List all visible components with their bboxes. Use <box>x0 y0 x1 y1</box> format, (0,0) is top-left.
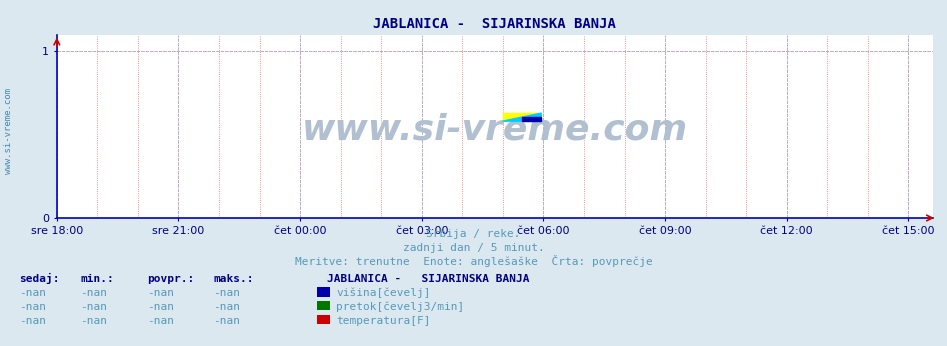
Text: -nan: -nan <box>147 288 174 298</box>
Polygon shape <box>503 113 542 121</box>
Text: povpr.:: povpr.: <box>147 274 194 284</box>
Text: sedaj:: sedaj: <box>19 273 60 284</box>
Text: min.:: min.: <box>80 274 115 284</box>
Text: -nan: -nan <box>19 288 46 298</box>
Text: www.si-vreme.com: www.si-vreme.com <box>302 113 688 147</box>
Text: maks.:: maks.: <box>213 274 254 284</box>
Text: pretok[čevelj3/min]: pretok[čevelj3/min] <box>336 301 464 312</box>
Text: -nan: -nan <box>213 288 241 298</box>
Text: JABLANICA -   SIJARINSKA BANJA: JABLANICA - SIJARINSKA BANJA <box>327 274 529 284</box>
Text: -nan: -nan <box>80 288 108 298</box>
Polygon shape <box>503 113 542 121</box>
Text: -nan: -nan <box>213 316 241 326</box>
Text: -nan: -nan <box>147 316 174 326</box>
Text: -nan: -nan <box>19 302 46 312</box>
Text: Srbija / reke.: Srbija / reke. <box>426 229 521 239</box>
Text: www.si-vreme.com: www.si-vreme.com <box>4 89 13 174</box>
Text: višina[čevelj]: višina[čevelj] <box>336 287 431 298</box>
Text: -nan: -nan <box>147 302 174 312</box>
Text: -nan: -nan <box>19 316 46 326</box>
Bar <box>522 117 542 121</box>
Text: zadnji dan / 5 minut.: zadnji dan / 5 minut. <box>402 243 545 253</box>
Text: -nan: -nan <box>80 302 108 312</box>
Title: JABLANICA -  SIJARINSKA BANJA: JABLANICA - SIJARINSKA BANJA <box>373 17 616 31</box>
Text: temperatura[F]: temperatura[F] <box>336 316 431 326</box>
Text: Meritve: trenutne  Enote: anglešaške  Črta: povprečje: Meritve: trenutne Enote: anglešaške Črta… <box>295 255 652 267</box>
Text: -nan: -nan <box>80 316 108 326</box>
Text: -nan: -nan <box>213 302 241 312</box>
